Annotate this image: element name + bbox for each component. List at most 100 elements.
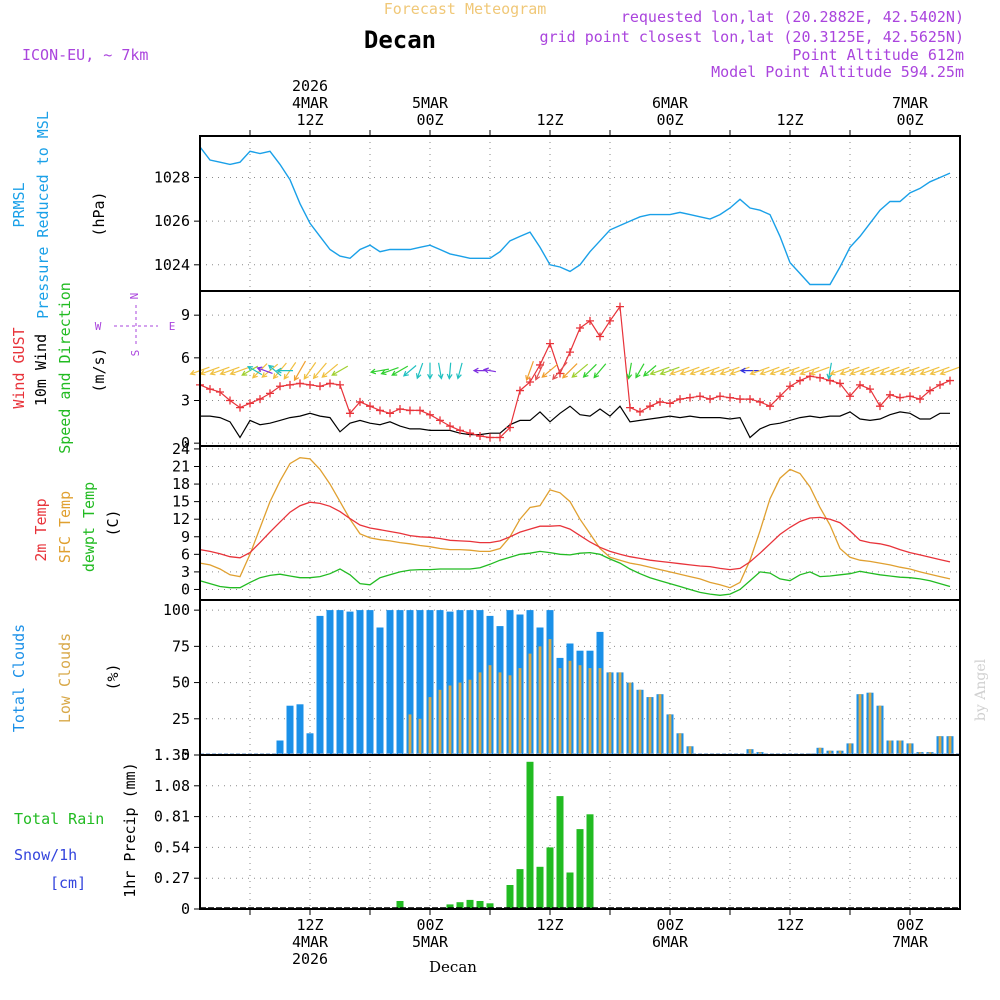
wind-gust-point <box>236 403 244 412</box>
precip-bar <box>486 903 494 909</box>
wind-direction-arrow <box>642 365 657 377</box>
wind-direction-arrow <box>789 366 810 376</box>
wind-ytick-label: 6 <box>181 349 190 367</box>
wind-gust-point <box>436 416 444 425</box>
wind-gust-point <box>596 332 604 341</box>
wind-direction-arrow <box>799 366 820 376</box>
wind-direction-arrow <box>256 366 273 374</box>
temp-dew-line <box>199 550 951 596</box>
low-cloud-bar <box>558 668 562 755</box>
low-cloud-bar <box>748 749 752 755</box>
low-cloud-bar <box>538 646 542 755</box>
low-cloud-bar <box>908 743 912 755</box>
chart-title: Decan <box>364 26 436 54</box>
wind-direction-arrow <box>229 366 250 376</box>
wind-gust-point <box>726 393 734 402</box>
wind-gust-point <box>586 316 594 325</box>
wind-gust-point <box>626 403 634 412</box>
total-cloud-bar <box>376 627 384 755</box>
low-cloud-bar <box>888 740 892 755</box>
wind-direction-arrow <box>899 366 920 376</box>
wind-direction-arrow <box>759 366 780 376</box>
wind-speed-dir-label: Speed and Direction <box>56 282 74 454</box>
wind-unit: (m/s) <box>90 347 108 392</box>
precip-bar <box>566 872 574 909</box>
pressure-line <box>199 146 951 286</box>
precip-bar <box>586 814 594 909</box>
low-cloud-bar <box>648 697 652 755</box>
low-cloud-bar <box>658 694 662 755</box>
temp-dew-label: dewpt Temp <box>80 482 98 572</box>
snow-unit-label: [cm] <box>50 874 86 892</box>
wind-gust-point <box>256 395 264 404</box>
wind-direction-arrow <box>582 363 597 378</box>
temp-ytick-label: 24 <box>172 440 190 458</box>
low-cloud-bar <box>838 750 842 755</box>
wind-direction-arrow <box>312 362 327 380</box>
chart-subtitle: Forecast Meteogram <box>384 0 547 18</box>
total-cloud-bar <box>336 610 344 755</box>
wind-gust-point <box>306 380 314 389</box>
wind-gust-point <box>226 396 234 405</box>
wind-gust-point <box>506 423 514 432</box>
wind-direction-arrow <box>534 361 545 381</box>
wind-direction-arrow <box>303 362 317 380</box>
temp-unit: (C) <box>104 509 122 536</box>
top-time-label: 4MAR <box>292 94 329 112</box>
precip-bar <box>546 847 554 909</box>
pressure-ytick-label: 1026 <box>154 212 190 230</box>
precip-bar <box>556 796 564 909</box>
total-cloud-bar <box>426 610 434 755</box>
wind-direction-arrow <box>869 366 890 376</box>
wind-direction-arrow <box>719 366 740 376</box>
wind-gust-line <box>199 304 951 439</box>
wind-gust-point <box>546 339 554 348</box>
wind-direction-arrow <box>699 366 720 376</box>
low-cloud-bar <box>848 743 852 755</box>
wind-gust-point <box>656 397 664 406</box>
bottom-time-label: 2026 <box>292 950 328 968</box>
wind-direction-arrow <box>456 362 463 380</box>
wind-gust-point <box>896 393 904 402</box>
low-cloud-bar <box>508 675 512 755</box>
wind-direction-arrow <box>669 366 690 376</box>
total-cloud-bar <box>406 610 414 755</box>
wind-direction-arrow <box>525 360 534 382</box>
wind-direction-arrow <box>879 366 900 376</box>
wind-direction-arrow <box>472 367 486 374</box>
low-cloud-bar <box>628 682 632 755</box>
pressure-ytick-label: 1024 <box>154 256 190 274</box>
low-cloud-bar <box>818 747 822 755</box>
wind-direction-arrow <box>889 366 910 376</box>
wind-gust-point <box>826 376 834 385</box>
low-cloud-bar <box>678 733 682 755</box>
temp-ytick-label: 18 <box>172 475 190 493</box>
wind-ytick-label: 0 <box>181 434 190 452</box>
total-cloud-bar <box>456 610 464 755</box>
wind-direction-arrow <box>859 366 880 376</box>
wind-direction-arrow <box>321 363 339 378</box>
compass-n: N <box>128 293 141 300</box>
temp-ytick-label: 3 <box>181 563 190 581</box>
low-cloud-bar <box>638 689 642 755</box>
wind-direction-arrow <box>826 362 833 380</box>
wind-gust-point <box>616 302 624 311</box>
precip-bar <box>476 901 484 909</box>
pressure-label-2: Pressure Reduced to MSL <box>34 111 52 319</box>
wind-gust-point <box>786 382 794 391</box>
compass-w: W <box>95 320 102 333</box>
wind-compass: N S W E <box>95 293 176 357</box>
wind-gust-point <box>936 380 944 389</box>
bottom-time-label: 4MAR <box>292 933 329 951</box>
precip-ytick-label: 0.54 <box>154 838 190 856</box>
wind-direction-arrow <box>209 366 230 376</box>
total-clouds-label: Total Clouds <box>10 624 28 732</box>
precip-bar <box>466 899 474 909</box>
temp-ytick-label: 12 <box>172 510 190 528</box>
bottom-time-label: 00Z <box>656 916 683 934</box>
precip-ytick-label: 1.35 <box>154 746 190 764</box>
wind-direction-arrow <box>571 363 589 378</box>
low-cloud-bar <box>478 672 482 755</box>
bottom-time-label: 12Z <box>536 916 563 934</box>
wind-direction-arrow <box>659 366 680 376</box>
